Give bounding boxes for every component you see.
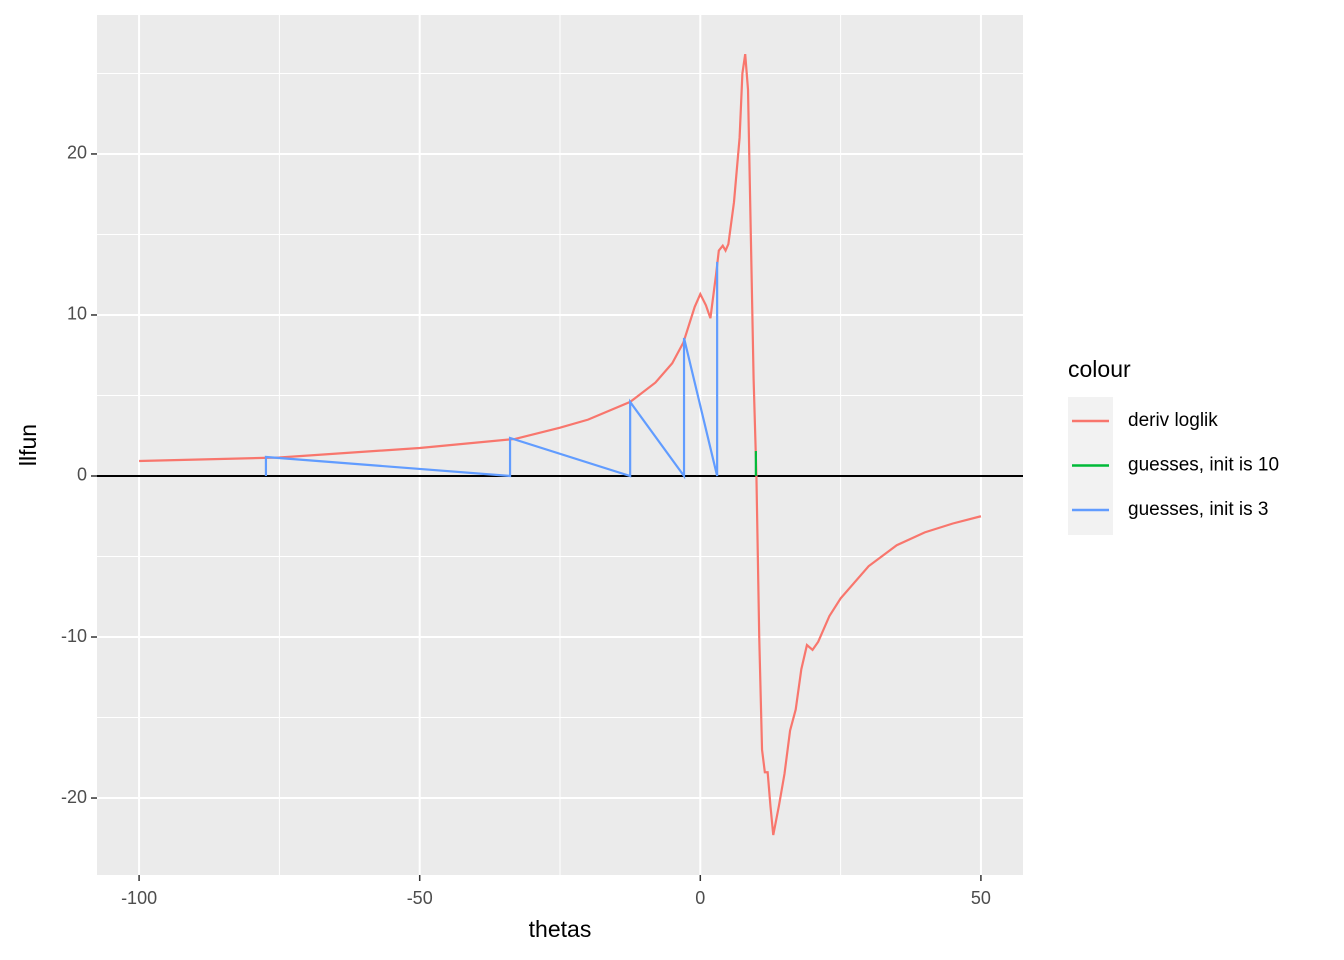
legend-label: guesses, init is 10: [1128, 455, 1279, 476]
y-tick-label: -20: [61, 787, 87, 807]
legend-title: colour: [1068, 356, 1131, 382]
series-line: [264, 261, 719, 480]
x-tick-label: 50: [971, 888, 991, 908]
legend-label: guesses, init is 3: [1128, 499, 1268, 520]
y-tick-label: 20: [67, 143, 87, 163]
y-tick-label: 0: [77, 465, 87, 485]
x-axis-title: thetas: [529, 916, 592, 942]
y-tick-label: 10: [67, 304, 87, 324]
x-tick-label: -50: [407, 888, 433, 908]
series-line: [139, 53, 982, 836]
x-tick-label: -100: [121, 888, 157, 908]
x-tick-label: 0: [695, 888, 705, 908]
legend-label: deriv loglik: [1128, 410, 1218, 431]
y-tick-label: -10: [61, 626, 87, 646]
y-axis-title: llfun: [15, 424, 41, 466]
